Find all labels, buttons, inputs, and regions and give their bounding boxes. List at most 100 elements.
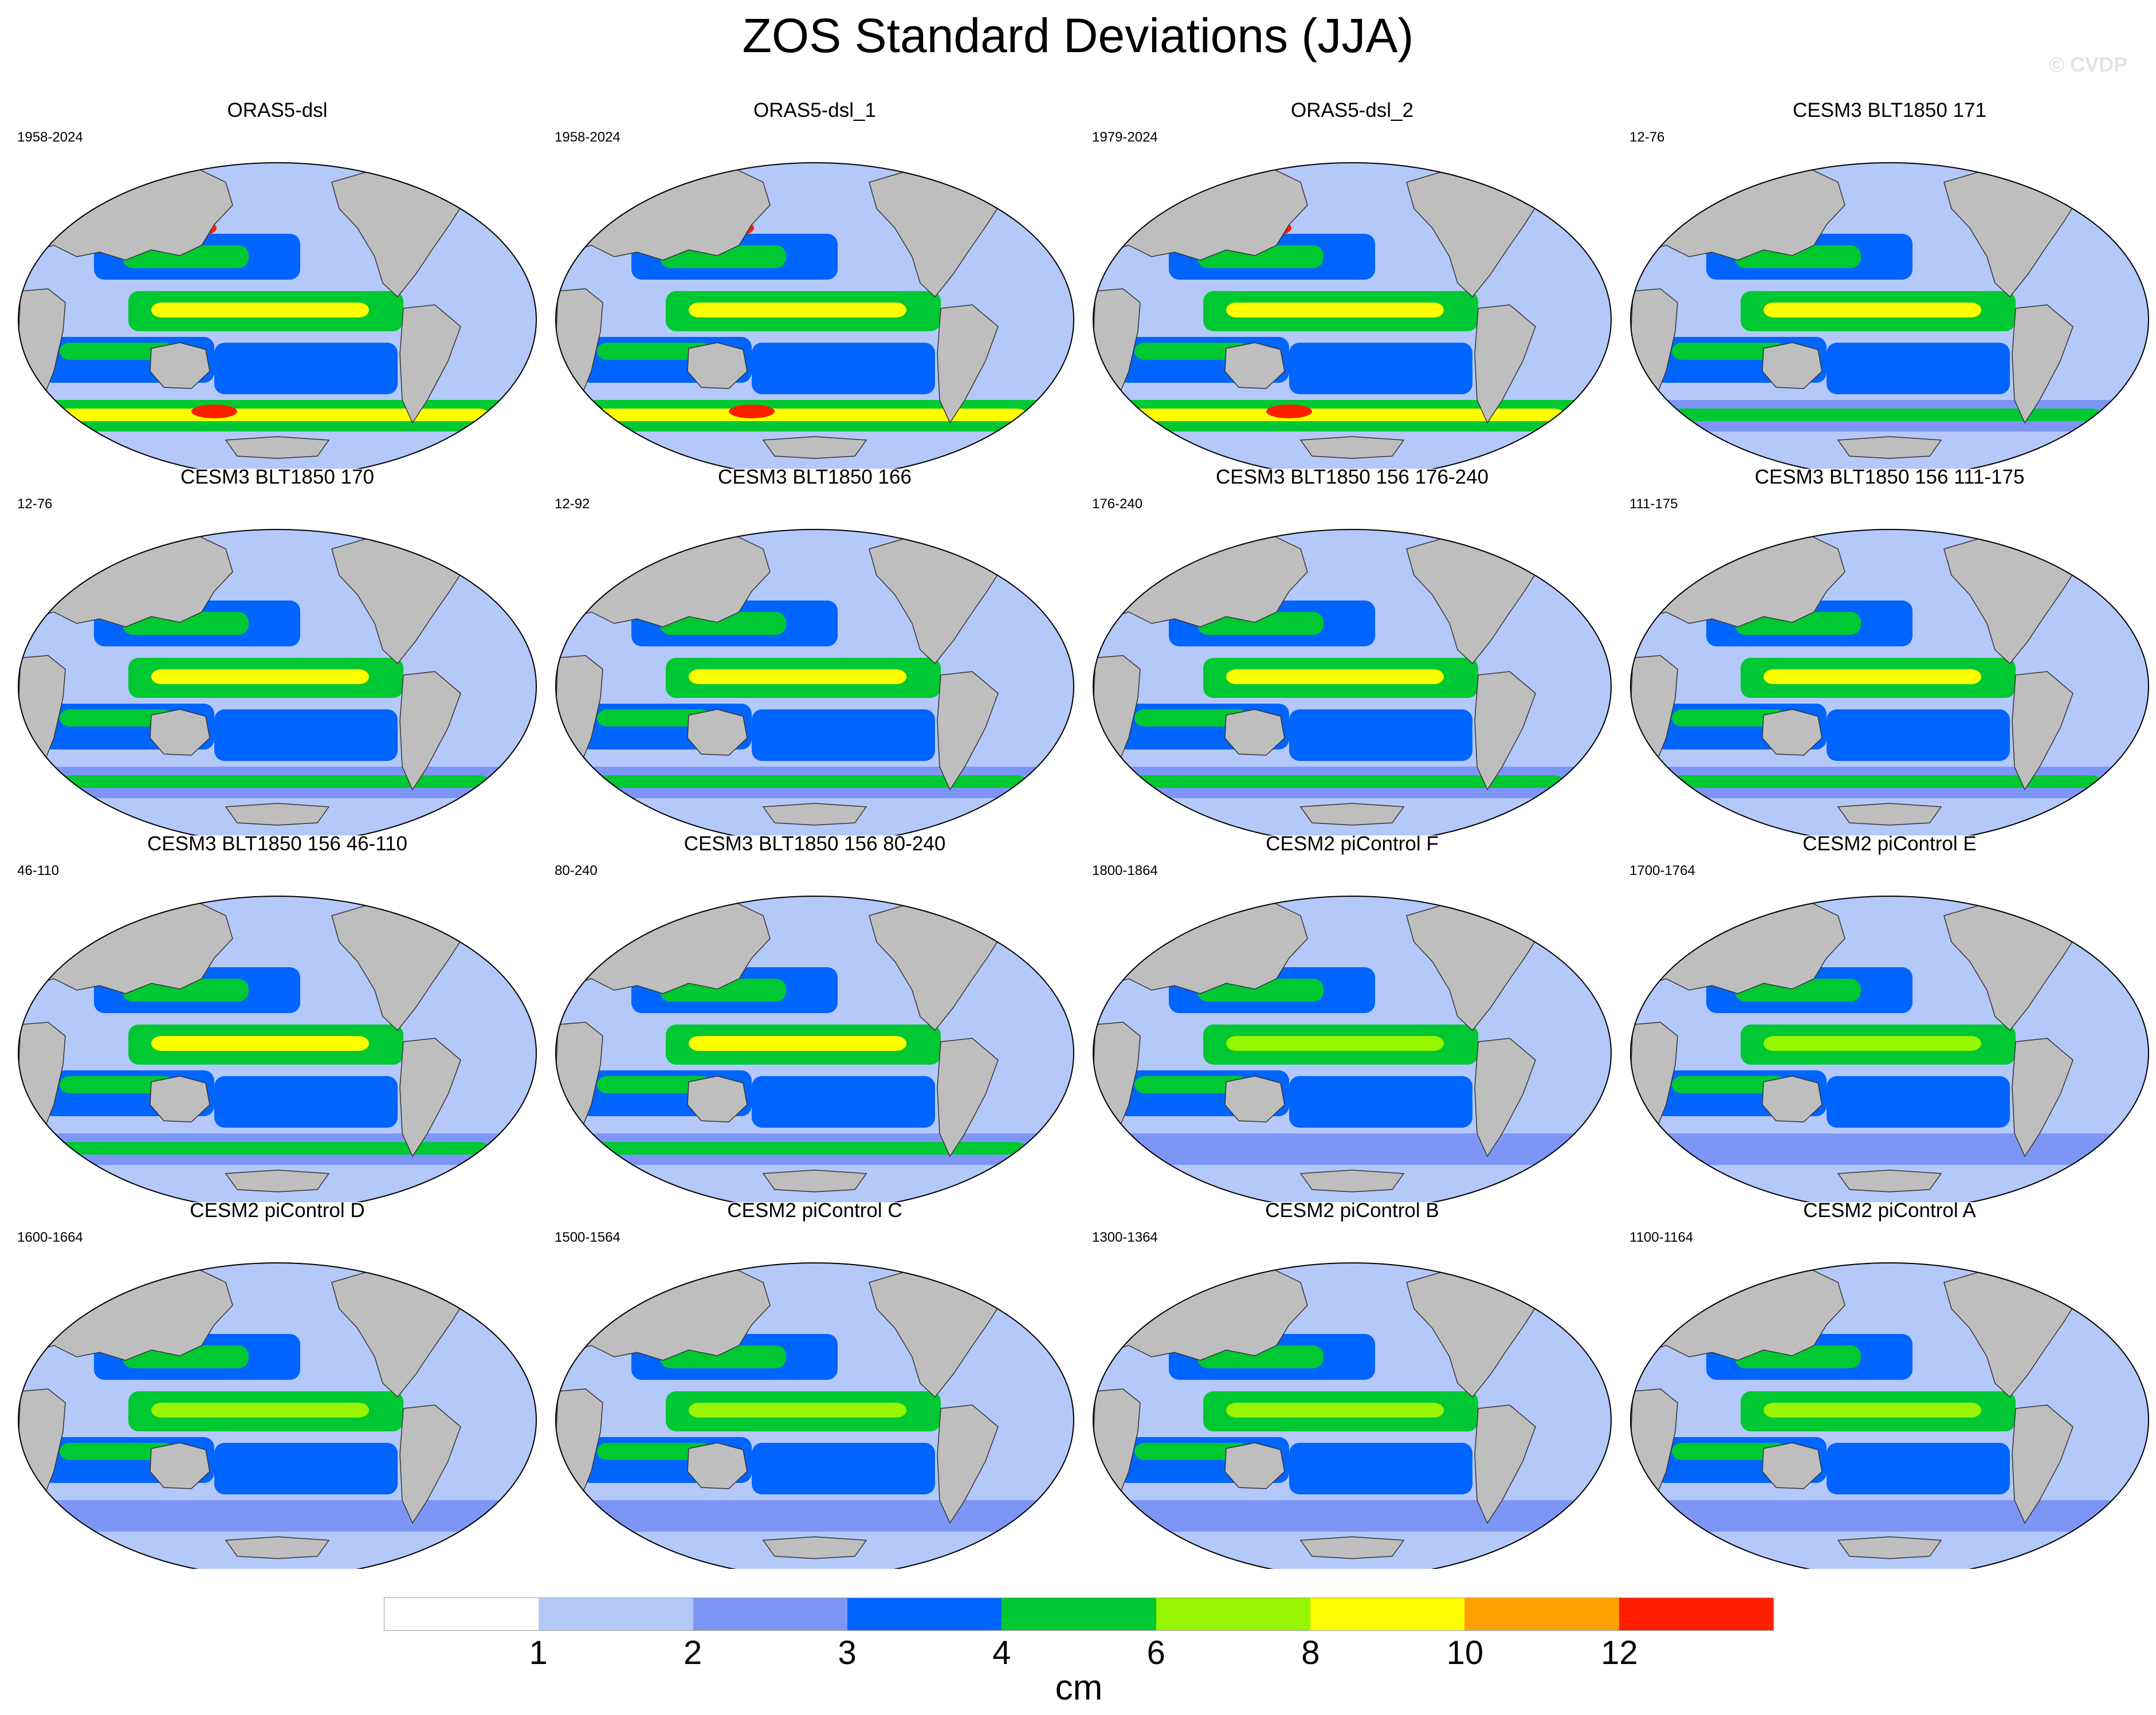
panel-years: 1958-2024 xyxy=(17,129,83,145)
map-outline xyxy=(18,529,537,835)
land-mass xyxy=(2012,671,2073,791)
anomaly-band xyxy=(214,709,398,761)
land-mass xyxy=(937,1038,999,1157)
anomaly-band xyxy=(1672,709,1786,727)
land-mass xyxy=(687,342,748,389)
land-mass xyxy=(150,1442,210,1489)
anomaly-band xyxy=(1735,612,1861,635)
anomaly-band xyxy=(123,1345,249,1368)
land-mass xyxy=(687,1442,748,1489)
panel-title: CESM3 BLT1850 156 46-110 xyxy=(147,833,407,855)
panel-years: 12-76 xyxy=(1629,129,1665,145)
land-mass xyxy=(1552,538,1605,582)
land-mass xyxy=(2012,1404,2073,1524)
land-mass xyxy=(1299,1170,1405,1192)
legend-bin xyxy=(1002,1598,1156,1630)
land-mass xyxy=(762,1170,867,1192)
map-panel: CESM2 piControl D 1600-1664 xyxy=(8,1199,547,1569)
land-mass xyxy=(2090,171,2142,215)
map-svg xyxy=(1630,896,2149,1202)
map-svg xyxy=(1630,529,2149,835)
land-mass xyxy=(399,1404,461,1524)
anomaly-band xyxy=(752,709,935,761)
anomaly-band xyxy=(597,1076,712,1093)
anomaly-band xyxy=(1289,343,1472,394)
land-mass xyxy=(937,671,999,791)
legend-bin xyxy=(539,1598,693,1630)
map-outline xyxy=(1093,162,1612,469)
map-panel: CESM3 BLT1850 171 12-76 xyxy=(1620,99,2156,469)
panel-years: 1600-1664 xyxy=(17,1230,83,1245)
anomaly-band xyxy=(1827,1076,2010,1128)
panel-years: 1958-2024 xyxy=(555,129,621,145)
land-mass xyxy=(225,1170,330,1192)
panel-title: ORAS5-dsl xyxy=(227,99,328,121)
land-mass xyxy=(762,1536,867,1559)
anomaly-band xyxy=(597,1443,712,1460)
map-outline xyxy=(1630,896,2149,1202)
land-mass xyxy=(1837,1170,1942,1192)
land-mass xyxy=(1474,671,1536,791)
anomaly-band xyxy=(1134,343,1249,360)
anomaly-band xyxy=(1666,409,2102,421)
anomaly-band xyxy=(660,979,786,1002)
anomaly-band xyxy=(1226,1403,1444,1418)
land-mass xyxy=(1762,342,1823,389)
land-mass xyxy=(477,1271,530,1315)
panel-years: 12-92 xyxy=(555,496,590,512)
anomaly-band xyxy=(1672,1076,1786,1093)
anomaly-band xyxy=(1197,612,1324,635)
anomaly-band xyxy=(1226,1036,1444,1051)
map-svg xyxy=(1093,162,1612,469)
anomaly-band xyxy=(1197,1345,1324,1368)
map-svg xyxy=(555,1262,1074,1569)
land-mass xyxy=(1299,436,1405,459)
land-mass xyxy=(1224,709,1285,756)
legend-tick: 10 xyxy=(1446,1634,1484,1671)
map-svg xyxy=(555,162,1074,469)
anomaly-band xyxy=(214,1443,398,1494)
legend-tick: 2 xyxy=(683,1634,702,1671)
panel-title: CESM2 piControl A xyxy=(1803,1199,1976,1222)
map-outline xyxy=(18,162,537,469)
map-panel: CESM2 piControl B 1300-1364 xyxy=(1083,1199,1621,1569)
land-mass xyxy=(477,905,530,948)
anomaly-band xyxy=(1666,775,2102,788)
anomaly-band xyxy=(660,245,786,268)
anomaly-band xyxy=(214,343,398,394)
legend-bin xyxy=(1310,1598,1465,1630)
land-mass xyxy=(1299,1536,1405,1559)
legend-tick: 6 xyxy=(1146,1634,1165,1671)
land-mass xyxy=(225,436,330,459)
map-panel: CESM2 piControl C 1500-1564 xyxy=(545,1199,1084,1569)
anomaly-band xyxy=(1764,1036,1981,1051)
anomaly-band xyxy=(1827,343,2010,394)
map-outline xyxy=(18,896,537,1202)
panel-title: CESM3 BLT1850 156 176-240 xyxy=(1215,466,1489,488)
panel-title: CESM3 BLT1850 171 xyxy=(1793,99,1986,121)
land-mass xyxy=(2090,905,2142,948)
anomaly-band xyxy=(597,709,712,727)
map-outline xyxy=(555,529,1074,835)
map-outline xyxy=(1630,1262,2149,1569)
anomaly-band xyxy=(591,1509,1027,1521)
panel-title: CESM2 piControl E xyxy=(1802,833,1977,855)
anomaly-band xyxy=(1672,1443,1786,1460)
map-svg xyxy=(18,1262,537,1569)
anomaly-band xyxy=(689,669,906,684)
watermark: © CVDP xyxy=(2049,53,2127,76)
land-mass xyxy=(1474,304,1536,424)
panel-years: 1800-1864 xyxy=(1092,863,1158,878)
anomaly-band xyxy=(1289,1443,1472,1494)
panel-years: 80-240 xyxy=(555,863,598,878)
legend-bin xyxy=(384,1598,539,1630)
panel-title: CESM2 piControl D xyxy=(190,1199,365,1222)
anomaly-band xyxy=(660,1345,786,1368)
anomaly-band xyxy=(1226,303,1444,317)
anomaly-band xyxy=(1764,669,1981,684)
legend-tick: 3 xyxy=(838,1634,857,1671)
panel-years: 46-110 xyxy=(17,863,59,878)
map-outline xyxy=(1093,529,1612,835)
land-mass xyxy=(1837,436,1942,459)
anomaly-band xyxy=(1666,1142,2102,1155)
